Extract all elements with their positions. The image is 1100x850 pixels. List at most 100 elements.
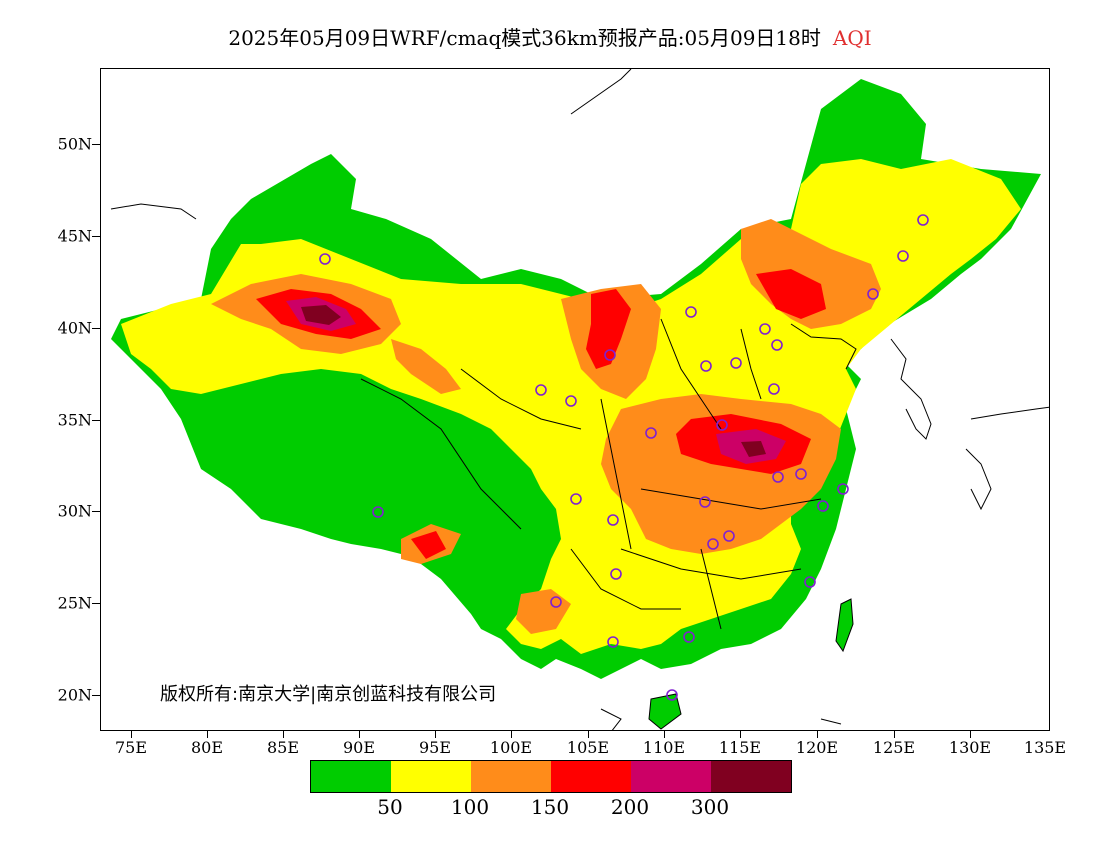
region-medium-north [586, 289, 631, 369]
xtick-95e: 95E [418, 738, 452, 757]
map-title: 2025年05月09日WRF/cmaq模式36km预报产品:05月09日18时 A… [0, 22, 1100, 51]
station-marker [707, 538, 719, 550]
station-marker [804, 576, 816, 588]
color-legend [310, 760, 792, 793]
legend-swatch-medium [551, 761, 631, 792]
ytick-40n: 40N [57, 318, 92, 338]
legend-swatch-heavy [631, 761, 711, 792]
station-marker [897, 250, 909, 262]
legend-swatch-light [471, 761, 551, 792]
station-marker [817, 500, 829, 512]
xtick-mark [511, 731, 512, 738]
station-marker [772, 471, 784, 483]
ytick-mark [92, 603, 100, 604]
xtick-110e: 110E [642, 738, 686, 757]
russia-border [110, 69, 632, 220]
xtick-115e: 115E [718, 738, 762, 757]
station-marker [723, 530, 735, 542]
station-marker [535, 384, 547, 396]
xtick-mark [283, 731, 284, 738]
ytick-50n: 50N [57, 134, 92, 154]
station-marker [685, 306, 697, 318]
ytick-mark [92, 511, 100, 512]
xtick-mark [664, 731, 665, 738]
xtick-mark [740, 731, 741, 738]
legend-swatch-good [311, 761, 391, 792]
xtick-mark [435, 731, 436, 738]
xtick-125e: 125E [872, 738, 916, 757]
station-marker [730, 357, 742, 369]
station-marker [550, 596, 562, 608]
coastline-korea [890, 338, 932, 440]
region-severe-xinjiang [301, 305, 341, 325]
legend-label: 150 [530, 795, 570, 819]
station-marker [607, 636, 619, 648]
station-marker [768, 383, 780, 395]
ytick-mark [92, 236, 100, 237]
station-marker [917, 214, 929, 226]
xtick-100e: 100E [489, 738, 533, 757]
ytick-mark [92, 328, 100, 329]
station-marker [570, 493, 582, 505]
hainan [648, 693, 682, 730]
region-light-sichuan [516, 589, 571, 634]
ytick-20n: 20N [57, 685, 92, 705]
ytick-25n: 25N [57, 593, 92, 613]
coastline-japan [970, 406, 1049, 420]
taiwan [835, 598, 854, 653]
station-marker [716, 419, 728, 431]
station-marker [700, 360, 712, 372]
legend-label: 50 [377, 795, 403, 819]
province-lines [360, 318, 822, 630]
ytick-30n: 30N [57, 501, 92, 521]
xtick-85e: 85E [266, 738, 300, 757]
legend-label: 300 [690, 795, 730, 819]
xtick-80e: 80E [190, 738, 224, 757]
station-marker [607, 514, 619, 526]
sea-border-south [600, 708, 842, 730]
station-marker [795, 468, 807, 480]
xtick-mark [359, 731, 360, 738]
bohai-coast [790, 323, 857, 370]
region-severe-central [741, 441, 766, 457]
xtick-mark [894, 731, 895, 738]
station-marker [771, 339, 783, 351]
map-frame [100, 68, 1050, 731]
xtick-90e: 90E [342, 738, 376, 757]
legend-swatch-severe [711, 761, 791, 792]
ytick-mark [92, 695, 100, 696]
station-marker [666, 689, 678, 701]
copyright-text: 版权所有:南京大学|南京创蓝科技有限公司 [160, 684, 497, 705]
legend-label: 200 [610, 795, 650, 819]
coastline-japan-south [965, 448, 992, 511]
xtick-mark [131, 731, 132, 738]
xtick-mark [817, 731, 818, 738]
station-marker [645, 427, 657, 439]
xtick-120e: 120E [795, 738, 839, 757]
ytick-35n: 35N [57, 410, 92, 430]
station-marker [372, 506, 384, 518]
station-marker [699, 496, 711, 508]
xtick-75e: 75E [114, 738, 148, 757]
title-product: AQI [832, 26, 872, 50]
xtick-105e: 105E [566, 738, 610, 757]
region-medium-beijing [756, 269, 826, 319]
xtick-130e: 130E [948, 738, 992, 757]
ytick-mark [92, 420, 100, 421]
aqi-map [110, 69, 1049, 730]
station-marker [837, 483, 849, 495]
xtick-mark [970, 731, 971, 738]
xtick-135e: 135E [1023, 738, 1067, 757]
legend-swatch-moderate [391, 761, 471, 792]
station-marker [319, 253, 331, 265]
station-marker [759, 323, 771, 335]
xtick-mark [588, 731, 589, 738]
ytick-mark [92, 144, 100, 145]
xtick-mark [207, 731, 208, 738]
station-marker [604, 349, 616, 361]
station-marker [565, 395, 577, 407]
region-medium-tibet [411, 531, 446, 559]
station-marker [610, 568, 622, 580]
station-marker [867, 288, 879, 300]
region-light-hexi [391, 339, 461, 394]
